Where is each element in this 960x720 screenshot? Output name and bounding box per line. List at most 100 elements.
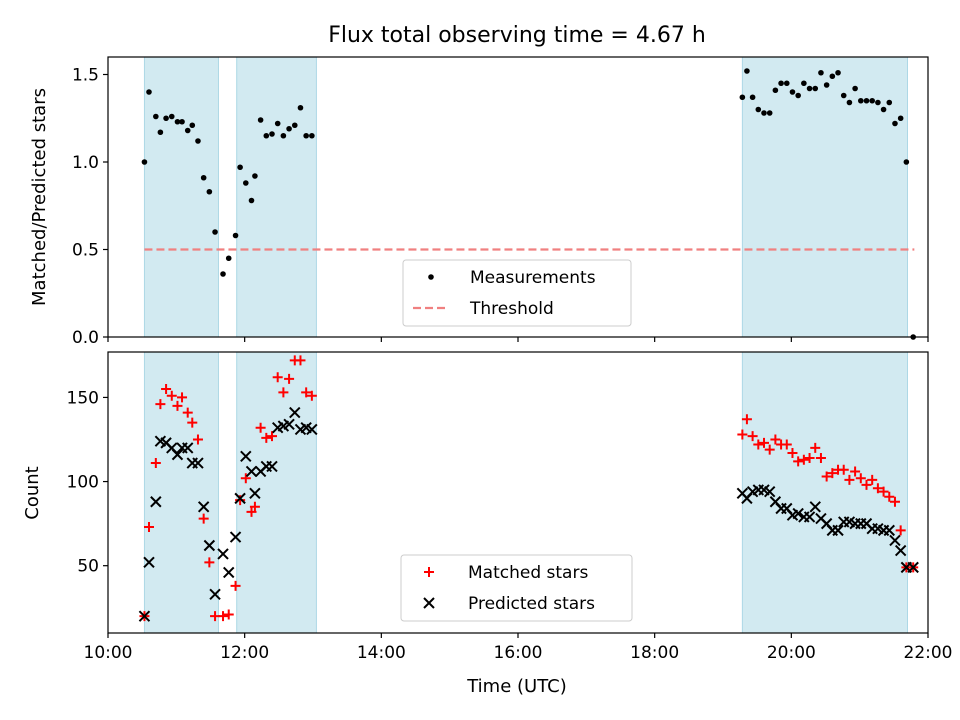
data-point bbox=[739, 94, 746, 101]
data-point bbox=[206, 188, 213, 195]
data-point bbox=[182, 407, 193, 418]
data-point bbox=[229, 531, 242, 543]
data-point bbox=[269, 131, 275, 137]
data-point bbox=[267, 431, 277, 442]
data-point bbox=[309, 132, 315, 139]
data-point bbox=[886, 99, 893, 106]
data-point bbox=[829, 73, 836, 80]
data-point bbox=[203, 539, 216, 552]
x-tick-label: 14:00 bbox=[357, 643, 406, 663]
data-point bbox=[889, 534, 901, 547]
data-point bbox=[209, 588, 221, 601]
data-point bbox=[266, 460, 278, 473]
data-point bbox=[286, 125, 292, 132]
data-point bbox=[894, 544, 907, 557]
legend-marker bbox=[428, 274, 434, 280]
data-point bbox=[150, 496, 162, 508]
data-point bbox=[838, 464, 849, 475]
data-point bbox=[798, 454, 809, 465]
data-point bbox=[245, 465, 258, 478]
data-point bbox=[278, 387, 289, 398]
x-axis-label: Time (UTC) bbox=[466, 676, 567, 697]
data-point bbox=[741, 414, 752, 425]
data-point bbox=[240, 473, 251, 484]
data-point bbox=[295, 355, 306, 366]
data-point bbox=[809, 501, 821, 513]
data-point bbox=[803, 511, 816, 523]
data-point bbox=[291, 122, 298, 129]
x-tick-label: 12:00 bbox=[220, 643, 269, 663]
data-point bbox=[153, 113, 159, 120]
y-tick-label: 50 bbox=[77, 557, 99, 577]
data-point bbox=[897, 115, 904, 122]
data-point bbox=[903, 159, 910, 165]
data-point bbox=[166, 390, 177, 401]
data-point bbox=[141, 159, 148, 165]
data-point bbox=[200, 174, 207, 181]
series-measurements bbox=[141, 68, 916, 340]
data-point bbox=[187, 417, 198, 428]
data-point bbox=[806, 85, 813, 92]
data-point bbox=[764, 444, 775, 455]
data-point bbox=[878, 486, 889, 497]
shaded-span-2 bbox=[236, 56, 317, 338]
x-tick-label: 22:00 bbox=[904, 643, 953, 663]
data-point bbox=[844, 474, 855, 485]
data-point bbox=[753, 439, 764, 450]
data-point bbox=[143, 556, 155, 569]
data-point bbox=[867, 474, 878, 485]
data-point bbox=[787, 447, 798, 458]
data-point bbox=[872, 483, 883, 494]
data-point bbox=[138, 610, 151, 622]
data-point bbox=[274, 120, 281, 127]
data-point bbox=[157, 129, 164, 136]
data-point bbox=[198, 513, 209, 524]
data-point bbox=[793, 456, 804, 467]
data-point bbox=[832, 524, 844, 537]
legend-box bbox=[402, 259, 632, 327]
data-point bbox=[846, 99, 853, 106]
data-point bbox=[218, 611, 229, 622]
data-point bbox=[301, 387, 312, 398]
data-point bbox=[289, 406, 301, 419]
shaded-span-1 bbox=[143, 56, 219, 338]
series-matched-stars bbox=[139, 355, 919, 622]
data-point bbox=[144, 521, 154, 532]
data-point bbox=[225, 255, 232, 262]
data-point bbox=[182, 442, 194, 454]
data-point bbox=[263, 132, 270, 139]
data-point bbox=[204, 557, 215, 568]
data-point bbox=[217, 548, 229, 560]
data-point bbox=[823, 82, 830, 88]
data-point bbox=[755, 106, 762, 113]
y-tick-label: 0.0 bbox=[72, 328, 99, 348]
data-point bbox=[306, 423, 318, 436]
data-point bbox=[907, 561, 919, 574]
data-point bbox=[804, 453, 815, 464]
data-point bbox=[223, 566, 235, 579]
legend-box bbox=[400, 554, 633, 622]
data-point bbox=[249, 501, 260, 512]
data-point bbox=[892, 120, 898, 127]
data-point bbox=[770, 434, 781, 445]
data-point bbox=[192, 434, 203, 445]
legend: Measurements Threshold bbox=[402, 259, 632, 327]
data-point bbox=[155, 399, 166, 410]
data-point bbox=[223, 609, 234, 620]
y-tick-label: 100 bbox=[67, 473, 99, 493]
data-point bbox=[840, 92, 847, 99]
y-tick-label: 150 bbox=[67, 388, 99, 408]
data-point bbox=[168, 113, 175, 120]
data-point bbox=[818, 69, 824, 76]
data-point bbox=[272, 372, 283, 383]
data-point bbox=[744, 68, 750, 74]
chart-title: Flux total observing time = 4.67 h bbox=[328, 23, 706, 48]
data-point bbox=[827, 468, 838, 479]
top-panel: 0.0 0.5 1.0 1.5 Measurements Threshold bbox=[72, 56, 929, 348]
series-predicted-stars bbox=[138, 406, 919, 622]
data-point bbox=[249, 487, 261, 500]
data-point bbox=[255, 422, 266, 433]
data-point bbox=[283, 418, 295, 431]
data-point bbox=[252, 173, 258, 179]
data-point bbox=[280, 132, 287, 139]
